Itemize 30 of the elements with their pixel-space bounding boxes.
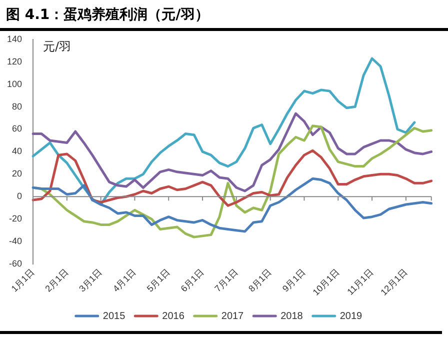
x-tick-label: 12月1日 [378,266,410,298]
y-tick-label: -20 [9,214,22,224]
legend-label: 2016 [162,310,185,322]
x-tick-label: 6月1日 [178,266,206,294]
x-tick-label: 3月1日 [77,266,104,294]
x-tick-label: 7月1日 [212,266,240,294]
legend-label: 2018 [280,310,304,322]
y-tick-label: 140 [6,34,22,44]
y-tick-label: 20 [12,168,22,179]
x-tick-label: 10月1日 [310,266,342,298]
y-tick-label: -40 [9,236,22,246]
x-tick-label: 2月1日 [43,266,70,294]
chart-title: 图 4.1：蛋鸡养殖利润（元/羽） [0,0,448,31]
x-tick-label: 5月1日 [144,266,172,294]
x-tick-label: 1月1日 [9,266,36,294]
y-tick-label: 60 [12,124,22,134]
y-tick-label: 0 [17,191,22,202]
y-tick-label: -60 [9,258,22,268]
x-tick-label: 4月1日 [111,266,138,294]
x-tick-label: 11月1日 [345,266,376,297]
y-tick-label: 80 [12,101,22,112]
x-tick-label: 8月1日 [246,266,274,294]
y-tick-label: 40 [12,146,22,156]
y-tick-label: 120 [6,56,22,66]
x-tick-label: 9月1日 [280,266,308,294]
legend-label: 2015 [102,310,126,322]
legend-label: 2017 [221,310,244,322]
legend-label: 2019 [340,310,363,322]
y-axis-title: 元/羽 [43,40,72,54]
y-tick-label: 100 [6,78,22,89]
